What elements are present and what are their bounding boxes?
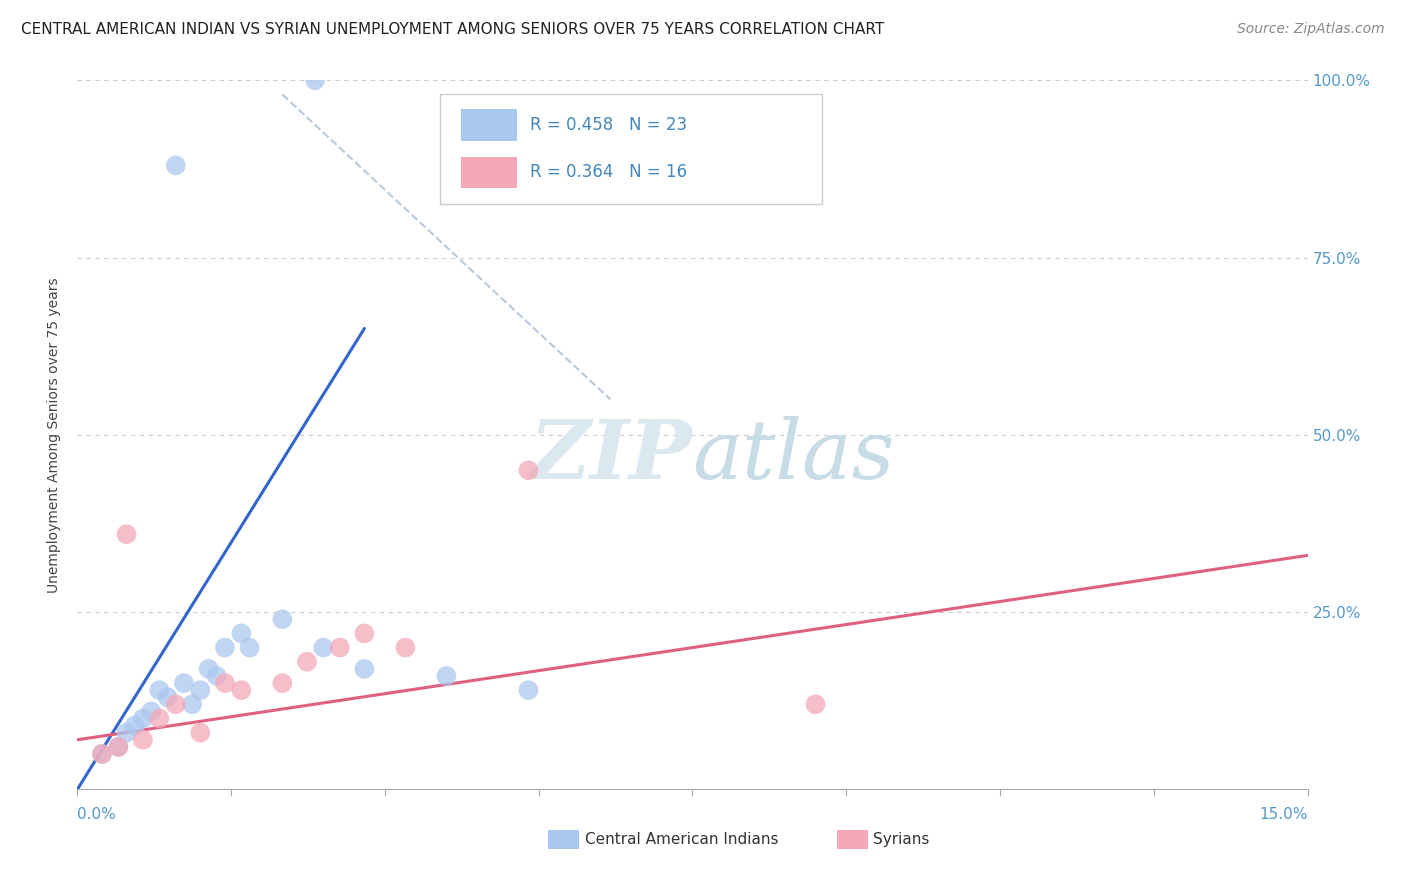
Point xyxy=(394,640,416,655)
Point xyxy=(173,676,195,690)
Point xyxy=(271,676,294,690)
Point xyxy=(124,718,146,732)
Text: Central American Indians: Central American Indians xyxy=(585,832,779,847)
Point xyxy=(197,662,219,676)
Point xyxy=(239,640,262,655)
Text: CENTRAL AMERICAN INDIAN VS SYRIAN UNEMPLOYMENT AMONG SENIORS OVER 75 YEARS CORRE: CENTRAL AMERICAN INDIAN VS SYRIAN UNEMPL… xyxy=(21,22,884,37)
Point xyxy=(312,640,335,655)
Point xyxy=(517,683,540,698)
Point xyxy=(214,676,236,690)
Point xyxy=(436,669,458,683)
Text: R = 0.364   N = 16: R = 0.364 N = 16 xyxy=(530,163,688,181)
Text: 15.0%: 15.0% xyxy=(1260,807,1308,822)
Point xyxy=(231,683,253,698)
FancyBboxPatch shape xyxy=(461,156,516,188)
Point xyxy=(115,527,138,541)
Point xyxy=(148,712,170,726)
Point xyxy=(107,739,129,754)
Text: Source: ZipAtlas.com: Source: ZipAtlas.com xyxy=(1237,22,1385,37)
FancyBboxPatch shape xyxy=(461,109,516,141)
Point xyxy=(90,747,114,761)
Point xyxy=(107,739,129,754)
Text: 0.0%: 0.0% xyxy=(77,807,117,822)
Point xyxy=(517,463,540,477)
Point xyxy=(115,725,138,739)
Point xyxy=(214,640,236,655)
Point xyxy=(132,732,155,747)
Point xyxy=(271,612,294,626)
Point xyxy=(231,626,253,640)
Point xyxy=(156,690,179,705)
Point xyxy=(304,73,326,87)
Point xyxy=(181,698,204,712)
Y-axis label: Unemployment Among Seniors over 75 years: Unemployment Among Seniors over 75 years xyxy=(48,277,62,592)
Point xyxy=(165,698,187,712)
Text: Syrians: Syrians xyxy=(873,832,929,847)
Text: ZIP: ZIP xyxy=(530,417,693,496)
Point xyxy=(353,626,375,640)
Point xyxy=(353,662,375,676)
Point xyxy=(90,747,114,761)
FancyBboxPatch shape xyxy=(440,95,821,204)
Point xyxy=(295,655,318,669)
Point xyxy=(148,683,170,698)
Point xyxy=(165,158,187,172)
Point xyxy=(188,683,212,698)
Point xyxy=(141,705,163,719)
Point xyxy=(329,640,352,655)
Point xyxy=(188,725,212,739)
Point xyxy=(132,712,155,726)
Text: R = 0.458   N = 23: R = 0.458 N = 23 xyxy=(530,116,688,134)
Point xyxy=(804,698,827,712)
Text: atlas: atlas xyxy=(693,417,894,496)
Point xyxy=(205,669,228,683)
